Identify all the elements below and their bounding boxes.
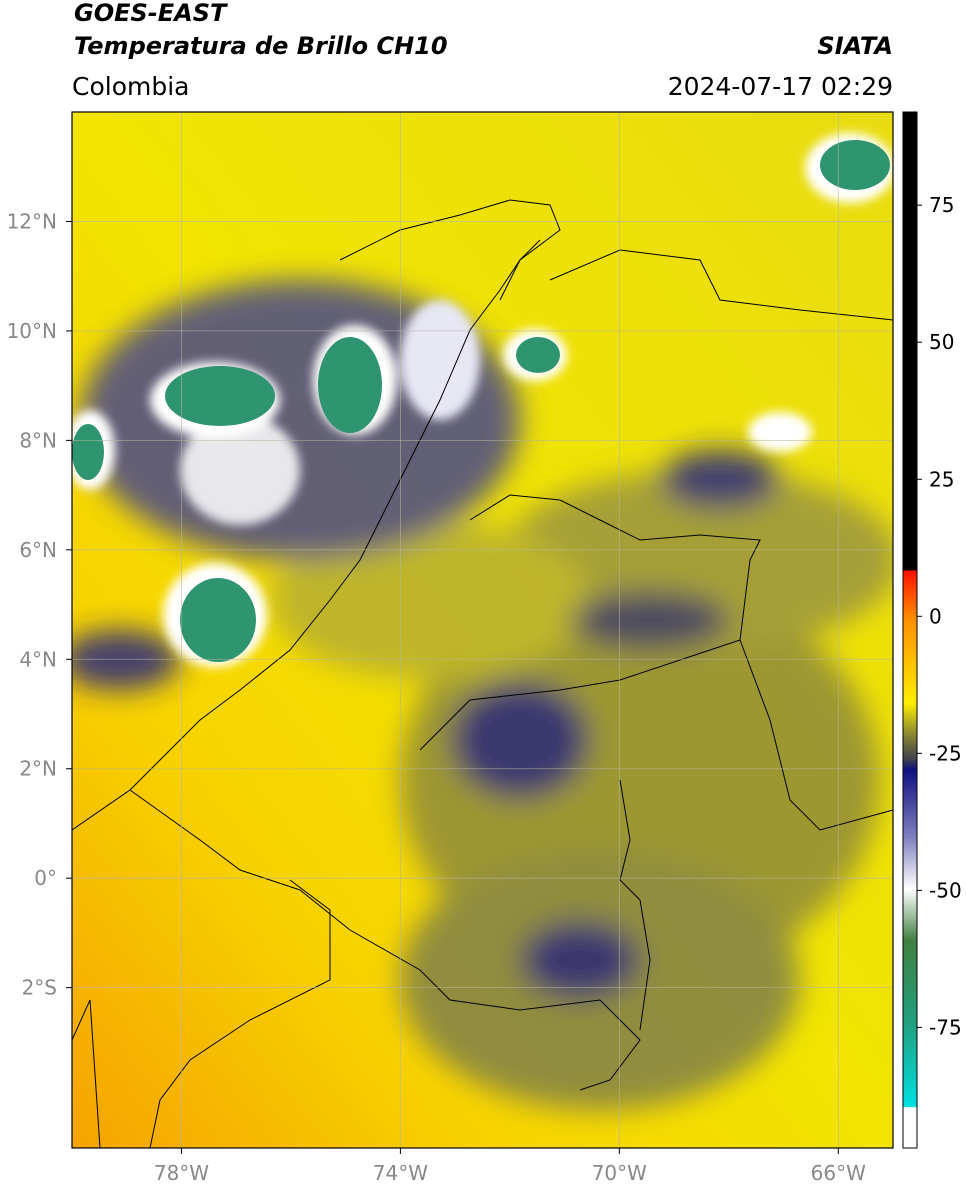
x-tick-label: 74°W <box>373 1161 428 1185</box>
datetime: 2024-07-17 02:29 <box>668 72 893 101</box>
title: GOES-EAST <box>74 0 228 27</box>
y-tick-label: 0° <box>34 866 57 890</box>
colorbar <box>902 111 918 1149</box>
source: SIATA <box>817 32 893 60</box>
colorbar-tick-label: 50 <box>929 330 954 354</box>
y-tick-label: 6°N <box>19 538 57 562</box>
y-tick-label: 2°N <box>19 757 57 781</box>
colorbar-tick-label: -50 <box>929 878 962 902</box>
colorbar-tick-label: 75 <box>929 193 954 217</box>
y-tick-label: 12°N <box>7 209 57 233</box>
colorbar-tick-label: 0 <box>929 604 942 628</box>
region: Colombia <box>72 72 189 101</box>
y-tick-label: 10°N <box>7 319 57 343</box>
colorbar-tick-label: -75 <box>929 1015 962 1039</box>
x-tick-label: 70°W <box>592 1161 647 1185</box>
x-tick-label: 66°W <box>811 1161 866 1185</box>
y-tick-label: 2°S <box>22 976 57 1000</box>
satellite-image <box>72 112 893 1148</box>
map-frame <box>71 111 894 1149</box>
y-tick-label: 4°N <box>19 647 57 671</box>
y-tick-label: 8°N <box>19 428 57 452</box>
colorbar-tick-label: 25 <box>929 467 954 491</box>
x-tick-label: 78°W <box>154 1161 209 1185</box>
subtitle: Temperatura de Brillo CH10 <box>74 32 448 60</box>
colorbar-tick-label: -25 <box>929 741 962 765</box>
